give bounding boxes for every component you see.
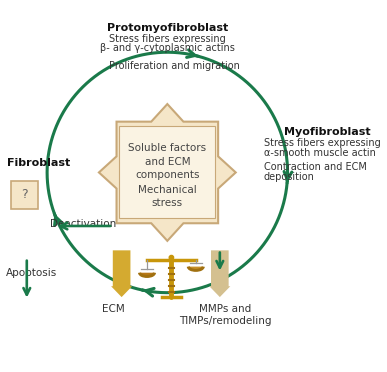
Circle shape xyxy=(169,256,174,260)
Text: deposition: deposition xyxy=(264,173,315,182)
Text: Stress fibers expressing: Stress fibers expressing xyxy=(264,138,380,148)
Text: Myofibroblast: Myofibroblast xyxy=(284,127,371,137)
Polygon shape xyxy=(188,267,203,270)
Text: Fibroblast: Fibroblast xyxy=(7,158,71,168)
Polygon shape xyxy=(99,104,236,241)
Text: Soluble factors
and ECM
components: Soluble factors and ECM components xyxy=(128,144,206,180)
FancyBboxPatch shape xyxy=(10,181,38,209)
Text: ECM: ECM xyxy=(102,304,125,314)
Text: Apoptosis: Apoptosis xyxy=(5,268,57,278)
Polygon shape xyxy=(209,250,230,297)
Text: β- and γ-cytoplasmic actins: β- and γ-cytoplasmic actins xyxy=(100,43,235,53)
Polygon shape xyxy=(140,273,154,276)
Text: Protomyofibroblast: Protomyofibroblast xyxy=(107,23,228,33)
Text: Deactivation: Deactivation xyxy=(50,219,117,229)
Text: ?: ? xyxy=(21,188,28,201)
Text: Contraction and ECM: Contraction and ECM xyxy=(264,162,367,172)
Text: Mechanical
stress: Mechanical stress xyxy=(138,185,197,208)
Polygon shape xyxy=(111,250,132,297)
Text: α-smooth muscle actin: α-smooth muscle actin xyxy=(264,148,376,158)
Text: MMPs and
TIMPs/remodeling: MMPs and TIMPs/remodeling xyxy=(179,304,272,326)
FancyBboxPatch shape xyxy=(119,126,216,218)
Text: Proliferation and migration: Proliferation and migration xyxy=(109,61,240,71)
Text: Stress fibers expressing: Stress fibers expressing xyxy=(109,33,226,44)
